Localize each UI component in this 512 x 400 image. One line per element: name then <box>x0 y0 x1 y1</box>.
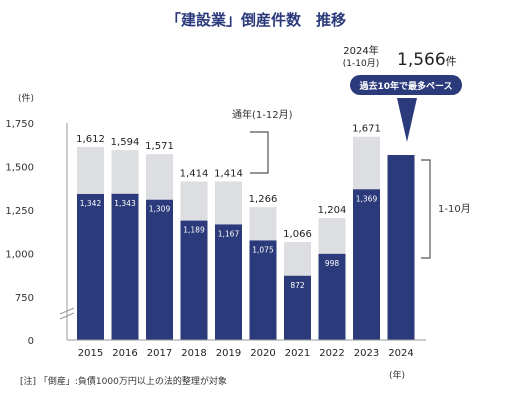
x-tick-label: 2016 <box>112 348 137 359</box>
callout-pointer <box>397 98 417 142</box>
bar-partial-year <box>318 253 346 340</box>
callout-2024: 2024年 (1-10月) 1,566件 過去10年で最多ペース <box>343 44 462 142</box>
bar-partial-year <box>215 224 242 340</box>
x-tick-label: 2024 <box>388 348 413 359</box>
footnote: [注] 「倒産」:負債1000万円以上の法的整理が対象 <box>20 375 227 387</box>
y-tick-label: 1,250 <box>5 206 34 217</box>
callout-badge-text: 過去10年で最多ペース <box>358 80 452 92</box>
callout-badge <box>350 75 462 95</box>
y-ticks: 0 750 1,000 1,250 1,500 1,750 <box>5 119 34 347</box>
bar-partial-year <box>353 189 380 340</box>
callout-period: (1-10月) <box>343 58 379 69</box>
legend-partial-label: 1-10月 <box>438 203 471 215</box>
bar-partial-year <box>77 193 104 340</box>
y-axis-unit: (件) <box>18 92 34 104</box>
data-label-partial-year: 1,167 <box>218 229 240 238</box>
data-label-partial-year: 1,369 <box>356 194 378 203</box>
x-tick-label: 2023 <box>354 348 379 359</box>
partial-year-labels: 1,342 1,343 1,309 1,189 1,167 1,075 872 998 1,36… <box>80 194 378 289</box>
data-label-full-year: 1,671 <box>352 124 381 135</box>
bar-partial-year <box>387 155 415 340</box>
data-label-full-year: 1,594 <box>111 137 140 148</box>
bar-partial-year <box>146 199 173 340</box>
legend-full-year-label: 通年(1-12月) <box>232 108 293 121</box>
axis-break <box>59 307 75 320</box>
bar-partial-year <box>111 193 139 340</box>
x-tick-label: 2020 <box>250 348 275 359</box>
data-label-full-year: 1,066 <box>283 229 312 240</box>
x-ticks: 2015 2016 2017 2018 2019 2020 2021 2022 2023 2024 <box>78 348 414 359</box>
callout-value: 1,566件 <box>397 50 457 70</box>
data-label-full-year: 1,571 <box>145 141 174 152</box>
data-label-full-year: 1,204 <box>318 205 347 216</box>
data-label-partial-year: 1,309 <box>149 205 171 214</box>
x-tick-label: 2019 <box>216 348 241 359</box>
data-label-partial-year: 1,343 <box>114 199 136 208</box>
legend-partial: 1-10月 <box>421 159 471 259</box>
x-tick-label: 2017 <box>147 348 172 359</box>
partial-year-bars <box>77 155 415 340</box>
data-label-partial-year: 998 <box>325 259 340 268</box>
data-label-partial-year: 1,075 <box>252 245 274 254</box>
x-tick-label: 2015 <box>78 348 103 359</box>
bar-partial-year <box>284 275 311 340</box>
data-label-partial-year: 872 <box>290 281 305 290</box>
y-tick-label: 1,500 <box>5 163 34 174</box>
legend-full-year: 通年(1-12月) <box>232 108 293 174</box>
x-tick-label: 2022 <box>319 348 344 359</box>
data-label-partial-year: 1,342 <box>80 199 102 208</box>
x-tick-label: 2018 <box>181 348 206 359</box>
data-label-full-year: 1,414 <box>214 168 243 179</box>
x-axis-unit: (年) <box>389 369 405 381</box>
y-tick-label: 0 <box>28 336 34 347</box>
callout-year: 2024年 <box>343 44 378 57</box>
data-label-full-year: 1,266 <box>249 194 278 205</box>
data-label-full-year: 1,414 <box>180 168 209 179</box>
y-tick-label: 1,000 <box>5 250 34 261</box>
bar-partial-year <box>249 240 277 340</box>
bar-partial-year <box>180 220 208 340</box>
y-tick-label: 1,750 <box>5 119 34 130</box>
data-label-full-year: 1,612 <box>76 134 105 145</box>
data-label-partial-year: 1,189 <box>183 226 205 235</box>
y-tick-label: 750 <box>15 293 34 304</box>
chart-title: 「建設業」倒産件数 推移 <box>166 11 346 29</box>
full-year-labels: 1,612 1,594 1,571 1,414 1,414 1,266 1,066 1,204… <box>76 124 381 240</box>
x-tick-label: 2021 <box>285 348 310 359</box>
